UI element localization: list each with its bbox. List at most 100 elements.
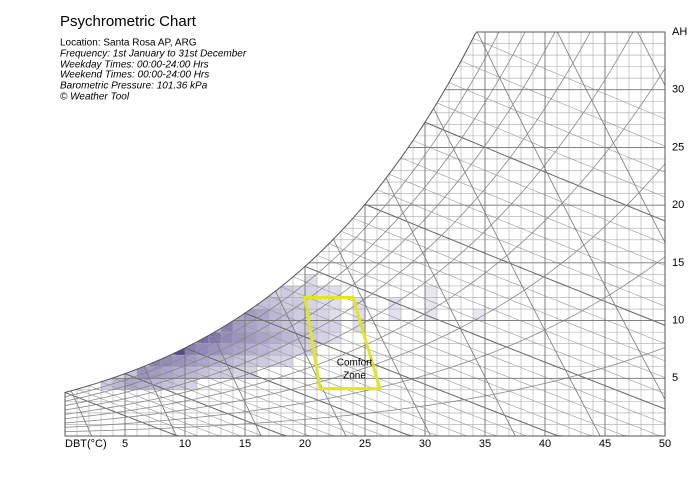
hour-cell — [161, 355, 173, 367]
hour-cell — [209, 366, 221, 379]
hour-cell — [137, 378, 149, 390]
hour-cell — [269, 355, 281, 367]
hour-cell — [161, 378, 173, 390]
wet-bulb-line — [65, 391, 180, 436]
hour-cell — [221, 332, 233, 344]
hour-cell — [125, 366, 137, 379]
y-tick-label: 20 — [672, 199, 684, 211]
hour-cell — [113, 366, 125, 379]
hour-cell — [257, 320, 269, 333]
hour-cell — [425, 297, 437, 310]
hour-cell — [293, 309, 305, 321]
wet-bulb-line — [400, 157, 665, 266]
info-line: Barometric Pressure: 101.36 kPa — [60, 81, 208, 92]
hour-cell — [245, 309, 257, 321]
hour-cell — [185, 378, 197, 390]
wet-bulb-line — [184, 347, 414, 436]
hour-cell — [245, 355, 257, 367]
hour-cell — [425, 309, 437, 321]
hour-cell — [293, 297, 305, 310]
comfort-zone — [303, 295, 383, 391]
wet-bulb-line — [220, 328, 498, 436]
hour-cell — [245, 366, 257, 379]
wet-bulb-line — [208, 334, 468, 436]
hour-cell — [257, 297, 269, 310]
hour-cell — [329, 285, 341, 298]
wet-bulb-line — [340, 230, 665, 362]
y-tick-label: 30 — [672, 84, 684, 96]
hour-cell — [221, 366, 233, 379]
wet-bulb-line — [316, 255, 665, 394]
hour-cell — [209, 355, 221, 367]
x-tick-label: 10 — [179, 438, 191, 450]
hour-cell — [317, 297, 329, 310]
hour-cell — [281, 343, 293, 356]
x-tick-label: 30 — [419, 438, 431, 450]
hour-cell — [317, 309, 329, 321]
hour-cell — [209, 320, 221, 333]
hour-cell — [245, 332, 257, 344]
x-tick-label: 45 — [599, 438, 611, 450]
hour-cell — [305, 274, 317, 286]
hour-cell — [245, 297, 257, 310]
hour-cell — [329, 309, 341, 321]
x-tick-label: 50 — [659, 438, 671, 450]
hour-cell — [425, 285, 437, 298]
wet-bulb-line — [436, 102, 665, 198]
wet-bulb-line — [460, 60, 665, 147]
info-line: © Weather Tool — [60, 92, 130, 103]
hour-cell — [197, 355, 209, 367]
hour-cell — [149, 366, 161, 379]
saturation-curve — [64, 31, 666, 437]
hour-cell — [281, 355, 293, 367]
wet-bulb-line — [196, 341, 444, 436]
y-tick-label: 15 — [672, 257, 684, 269]
wet-bulb-line — [472, 37, 665, 120]
wet-bulb-line — [172, 353, 390, 436]
hour-cell — [317, 332, 329, 344]
hour-cell — [173, 378, 185, 390]
hour-cell — [233, 343, 245, 356]
x-axis-label: DBT(°C) — [65, 438, 107, 450]
wet-bulb-line — [136, 368, 312, 436]
hour-cell — [209, 343, 221, 356]
volume-line — [476, 32, 665, 436]
hour-cell — [329, 320, 341, 333]
x-tick-label: 35 — [479, 438, 491, 450]
hour-cell — [293, 320, 305, 333]
hour-cell — [185, 332, 197, 344]
plot-area — [0, 32, 665, 436]
hour-cell — [245, 343, 257, 356]
hour-cell — [173, 355, 185, 367]
info-line: Weekday Times: 00:00-24:00 Hrs — [60, 60, 209, 71]
x-tick-label: 15 — [239, 438, 251, 450]
wet-bulb-line — [388, 173, 665, 287]
info-line: Location: Santa Rosa AP, ARG — [60, 38, 197, 49]
y-axis-label: AH — [672, 26, 687, 38]
y-tick-label: 25 — [672, 141, 684, 153]
comfort-zone-label: Comfort — [337, 358, 373, 369]
hour-cell — [317, 320, 329, 333]
wet-bulb-line — [412, 140, 665, 245]
hour-cell — [353, 320, 365, 333]
info-line: Weekend Times: 00:00-24:00 Hrs — [60, 70, 209, 81]
volume-line — [557, 32, 665, 436]
hour-cell — [269, 309, 281, 321]
hour-cell — [269, 297, 281, 310]
wet-bulb-line — [76, 388, 204, 436]
hour-cell — [317, 285, 329, 298]
y-tick-label: 5 — [672, 372, 678, 384]
hour-cell — [473, 309, 485, 321]
hour-cell — [389, 309, 401, 321]
info-line: Frequency: 1st January to 31st December — [60, 49, 247, 60]
wet-bulb-line — [244, 312, 564, 436]
hour-cell — [293, 285, 305, 298]
hour-cell — [233, 332, 245, 344]
hour-cell — [233, 320, 245, 333]
hour-cell — [197, 343, 209, 356]
volume-line — [0, 32, 7, 436]
hour-cell — [329, 297, 341, 310]
hour-cell — [185, 343, 197, 356]
wet-bulb-line — [112, 377, 264, 436]
